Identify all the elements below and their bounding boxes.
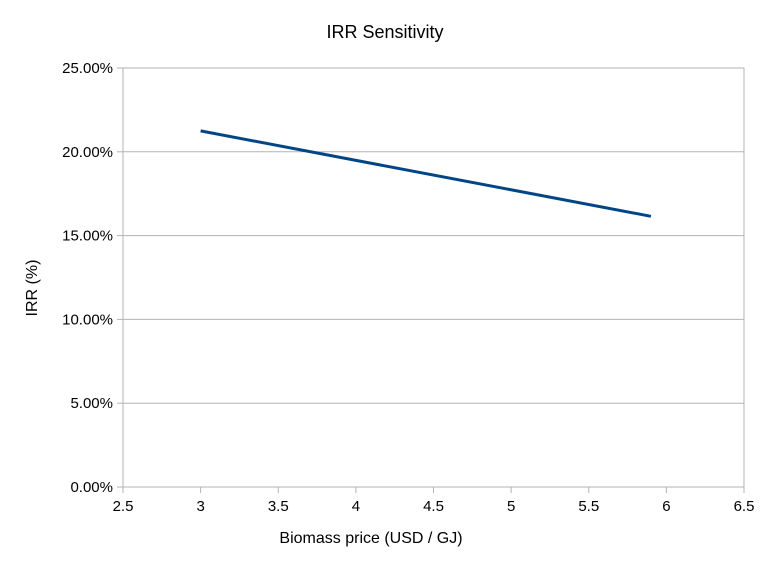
y-axis-label: IRR (%) xyxy=(24,260,41,317)
x-tick-label: 6 xyxy=(662,498,670,515)
x-tick-label: 5.5 xyxy=(578,498,599,515)
x-tick-label: 4 xyxy=(352,498,360,515)
x-tick-label: 5 xyxy=(507,498,515,515)
y-tick-label: 15.00% xyxy=(62,228,113,245)
x-axis-ticks: 2.5 3 3.5 4 4.5 5 5.5 6 6.5 xyxy=(113,487,755,515)
x-axis-label: Biomass price (USD / GJ) xyxy=(279,530,462,547)
y-tick-label: 20.00% xyxy=(62,144,113,161)
x-tick-label: 4.5 xyxy=(423,498,444,515)
y-tick-label: 0.00% xyxy=(70,479,113,496)
series-layer xyxy=(200,129,652,218)
x-tick-label: 3 xyxy=(196,498,204,515)
x-tick-label: 6.5 xyxy=(734,498,755,515)
x-tick-label: 2.5 xyxy=(113,498,134,515)
gridlines xyxy=(123,67,744,488)
y-tick-label: 25.00% xyxy=(62,60,113,77)
x-tick-label: 3.5 xyxy=(268,498,289,515)
y-tick-label: 10.00% xyxy=(62,311,113,328)
plot-area xyxy=(122,67,745,488)
y-axis-ticks: 0.00% 5.00% 10.00% 15.00% 20.00% 25.00% xyxy=(62,60,123,496)
y-tick-label: 5.00% xyxy=(70,395,113,412)
chart-title: IRR Sensitivity xyxy=(326,22,443,42)
series-line xyxy=(200,129,652,218)
